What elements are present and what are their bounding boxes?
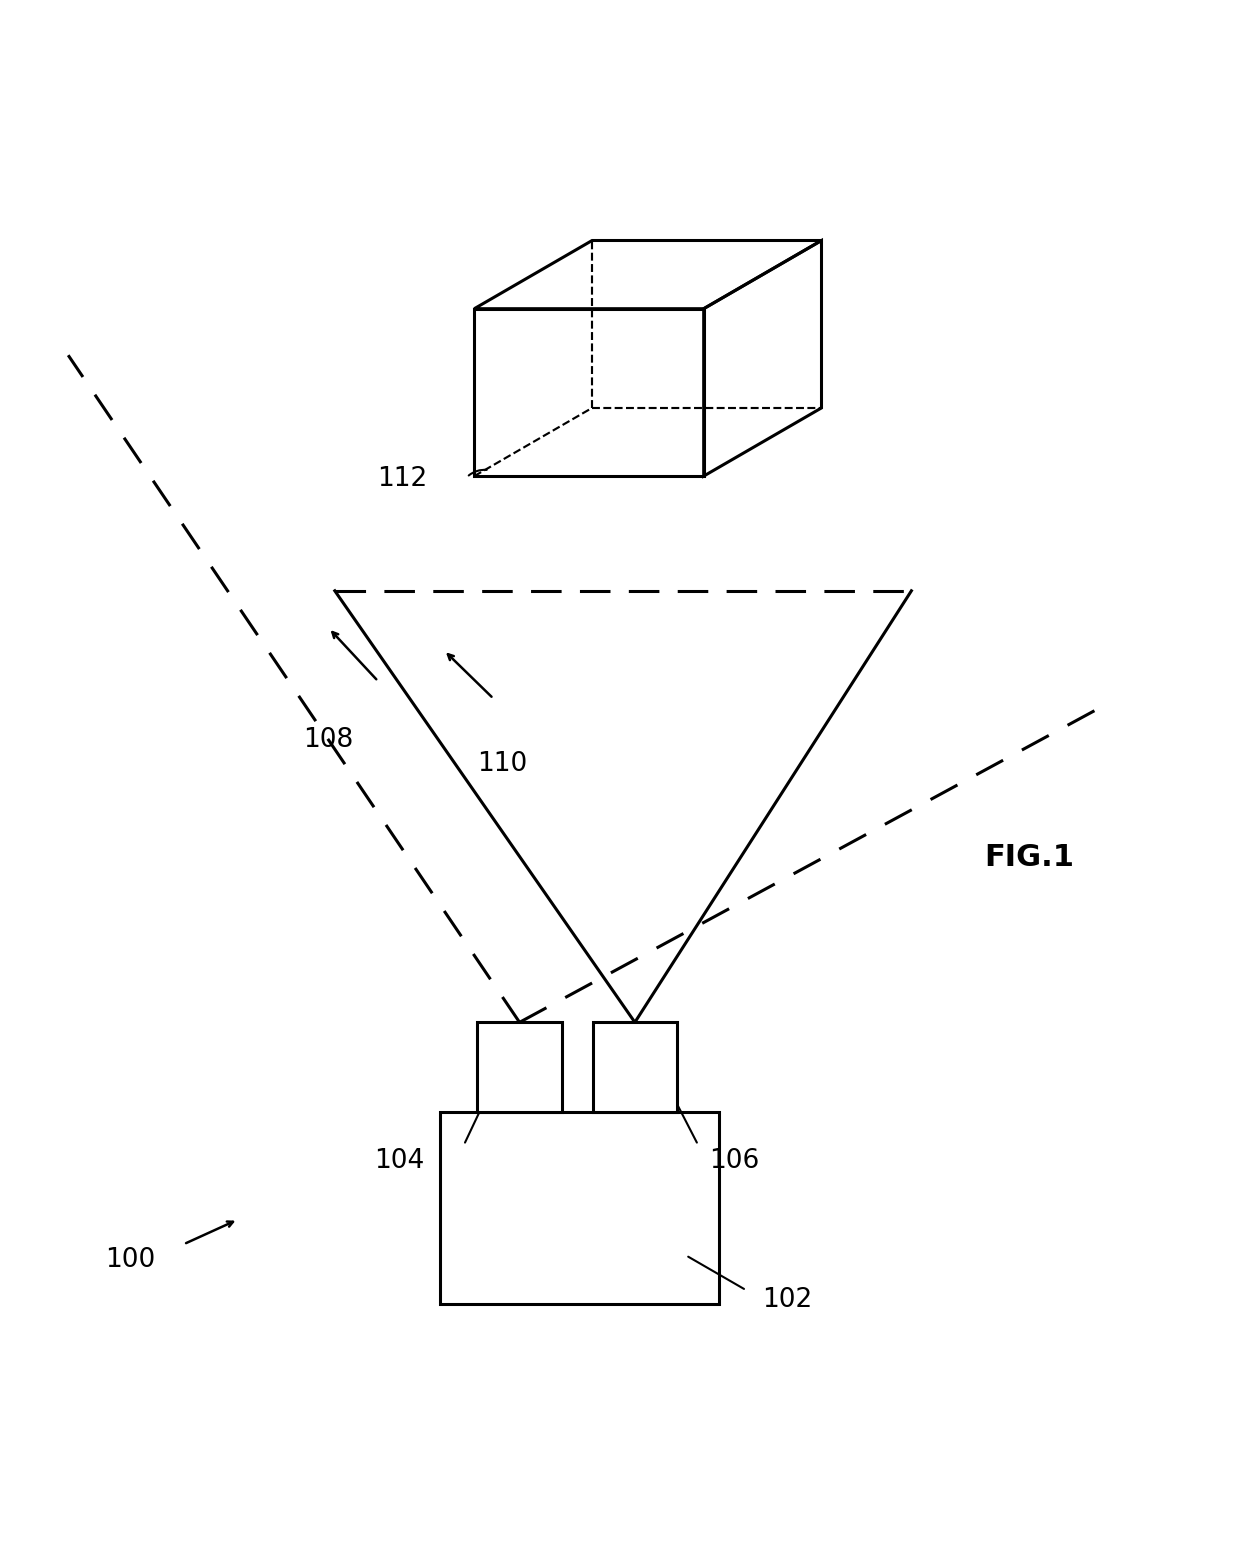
- Text: 112: 112: [377, 467, 428, 492]
- Text: 102: 102: [763, 1287, 813, 1312]
- Text: 106: 106: [709, 1148, 760, 1174]
- Text: 108: 108: [303, 727, 353, 753]
- Bar: [593, 1023, 677, 1112]
- Text: 104: 104: [373, 1148, 424, 1174]
- Bar: [477, 1023, 562, 1112]
- Text: 110: 110: [477, 752, 528, 777]
- Text: 100: 100: [105, 1248, 155, 1273]
- Bar: [440, 1112, 719, 1304]
- Text: FIG.1: FIG.1: [985, 843, 1074, 872]
